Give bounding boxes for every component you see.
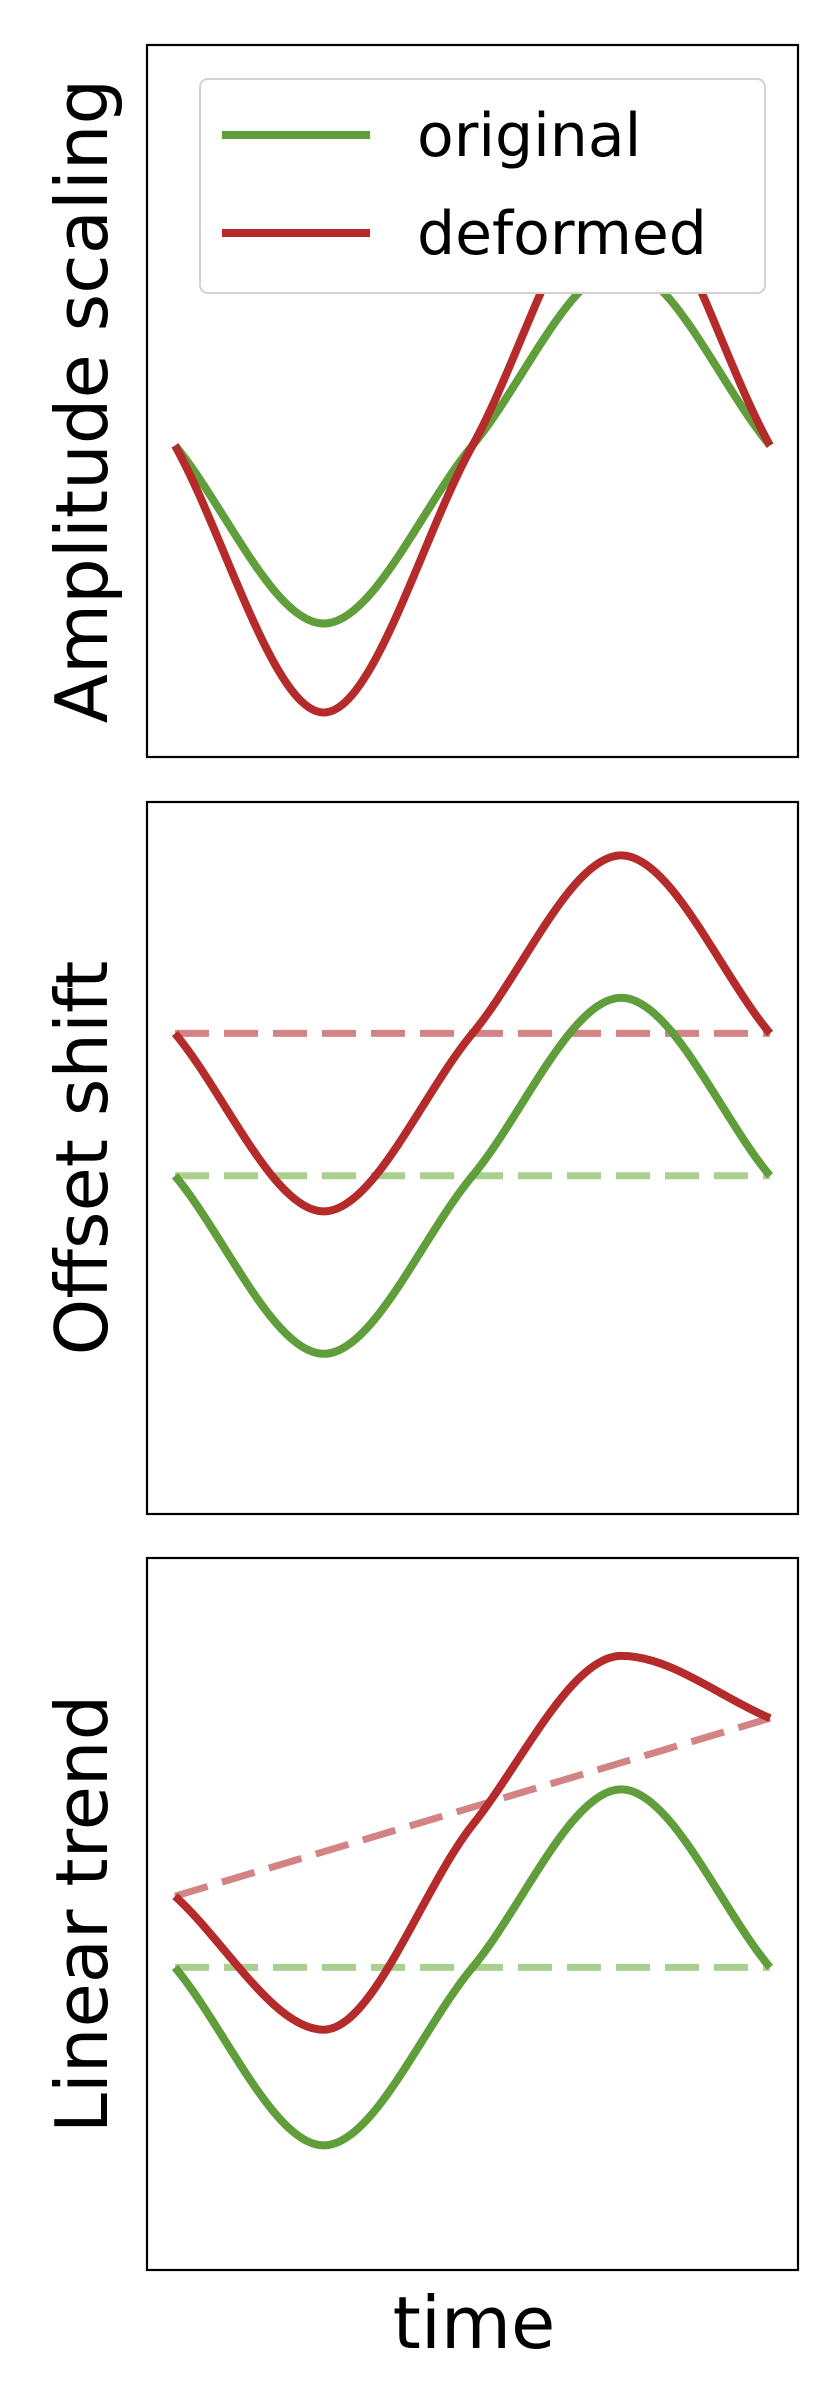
panel-2: Offset shift bbox=[40, 802, 798, 1514]
legend-label-deformed: deformed bbox=[417, 199, 707, 269]
legend-label-original: original bbox=[417, 101, 641, 171]
panel-3: Linear trend bbox=[40, 1558, 798, 2270]
y-axis-label: Linear trend bbox=[40, 1695, 124, 2134]
panels: Amplitude scaling original deformed Offset … bbox=[40, 45, 798, 2270]
x-axis-label: time bbox=[393, 2281, 556, 2365]
panel-1: Amplitude scaling original deformed bbox=[40, 45, 798, 757]
y-axis-label: Amplitude scaling bbox=[40, 79, 124, 723]
legend: original deformed bbox=[200, 79, 765, 293]
y-axis-label: Offset shift bbox=[40, 961, 124, 1356]
axes-frame bbox=[147, 1558, 798, 2270]
axes-frame bbox=[147, 802, 798, 1514]
deformed-baseline bbox=[175, 1718, 770, 1896]
